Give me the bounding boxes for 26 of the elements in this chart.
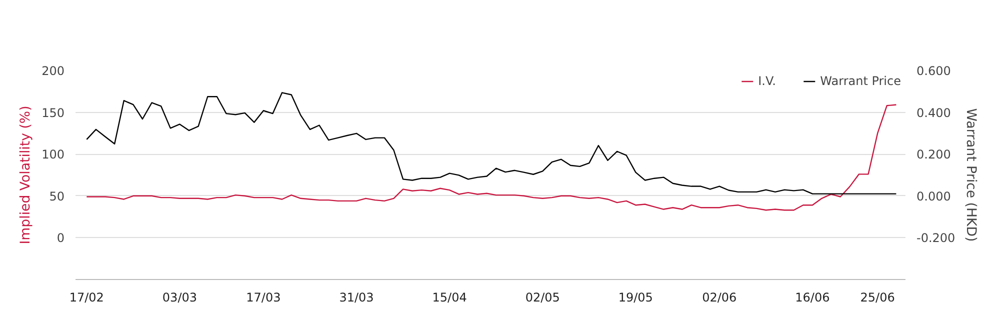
legend-label: Warrant Price (820, 74, 901, 88)
y2-tick-label: 0.000 (916, 189, 951, 204)
line-series (86, 92, 897, 194)
y2-tick-label: -0.200 (916, 231, 956, 246)
y-axis-title: Implied Volatility (%) (18, 106, 34, 244)
y2-axis-title: Warrant Price (HKD) (963, 108, 978, 242)
x-tick-label: 31/03 (339, 290, 374, 304)
x-tick-label: 25/06 (860, 290, 895, 304)
y-tick-label: 0 (56, 231, 65, 246)
y2-tick-label: 0.400 (916, 106, 951, 120)
legend-label: I.V. (758, 74, 777, 88)
y2-tick-label: 0.200 (916, 148, 951, 162)
y2-tick-label: 0.600 (916, 64, 951, 78)
x-tick-label: 19/05 (618, 290, 653, 304)
line-series (86, 104, 897, 211)
y-tick-label: 200 (42, 64, 64, 78)
y-tick-label: 100 (42, 148, 64, 162)
x-tick-label: 03/03 (162, 290, 198, 304)
x-tick-label: 02/05 (525, 290, 560, 304)
x-tick-label: 16/06 (795, 290, 830, 304)
x-tick-label: 17/03 (246, 290, 281, 304)
x-tick-label: 15/04 (432, 290, 467, 304)
y-tick-label: 50 (49, 189, 65, 204)
x-tick-label: 02/06 (702, 290, 737, 304)
y-tick-label: 150 (42, 106, 64, 120)
x-tick-label: 17/02 (69, 290, 104, 304)
